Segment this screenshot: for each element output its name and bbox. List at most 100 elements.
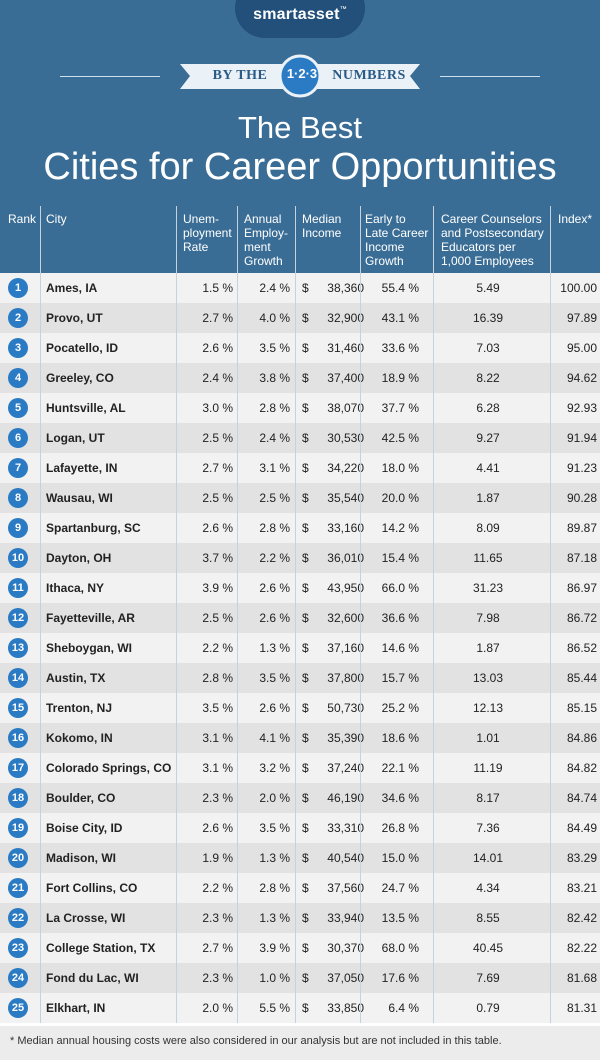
cell-income-growth: 15.0 % bbox=[381, 851, 419, 865]
cell-income-growth: 13.5 % bbox=[381, 911, 419, 925]
cell-income-growth: 66.0 % bbox=[381, 581, 419, 595]
rank-badge: 20 bbox=[8, 848, 28, 868]
cell-income-growth: 14.6 % bbox=[381, 641, 419, 655]
rank-badge: 12 bbox=[8, 608, 28, 628]
cell-index: 84.82 bbox=[566, 761, 597, 775]
rank-badge: 10 bbox=[8, 548, 28, 568]
cell-counselors: 1.01 bbox=[476, 731, 500, 745]
currency-symbol: $ bbox=[302, 641, 309, 655]
cell-income-growth: 22.1 % bbox=[381, 761, 419, 775]
cell-employment-growth: 2.6 % bbox=[259, 701, 290, 715]
col-median-income: Median Income bbox=[302, 212, 342, 240]
cell-city: Fond du Lac, WI bbox=[46, 971, 139, 985]
col-income-growth: Early to Late Career Income Growth bbox=[365, 212, 429, 268]
footnote-text: * Median annual housing costs were also … bbox=[10, 1035, 502, 1047]
cell-unemployment: 2.7 % bbox=[202, 941, 233, 955]
cell-index: 81.68 bbox=[566, 971, 597, 985]
cell-index: 82.22 bbox=[566, 941, 597, 955]
cell-median-income: 36,010 bbox=[327, 551, 364, 565]
cell-employment-growth: 3.5 % bbox=[259, 671, 290, 685]
col-rank: Rank bbox=[8, 212, 37, 226]
cell-index: 94.62 bbox=[566, 371, 597, 385]
table-row: 8 Wausau, WI 2.5 % 2.5 % $35,540 20.0 % 1.87 90… bbox=[0, 483, 600, 513]
cell-city: Fayetteville, AR bbox=[46, 611, 135, 625]
cell-city: Ithaca, NY bbox=[46, 581, 105, 595]
cell-city: Trenton, NJ bbox=[46, 701, 113, 715]
cell-unemployment: 3.0 % bbox=[202, 401, 233, 415]
cell-employment-growth: 5.5 % bbox=[259, 1001, 290, 1015]
cell-city: Dayton, OH bbox=[46, 551, 112, 565]
table-row: 13 Sheboygan, WI 2.2 % 1.3 % $37,160 14.6 % 1.… bbox=[0, 633, 600, 663]
currency-symbol: $ bbox=[302, 401, 309, 415]
table-header: Rank City Unem- ployment Rate Annual Emp… bbox=[0, 206, 600, 273]
cell-employment-growth: 1.0 % bbox=[259, 971, 290, 985]
cell-index: 86.72 bbox=[566, 611, 597, 625]
cell-employment-growth: 2.5 % bbox=[259, 491, 290, 505]
cell-counselors: 8.09 bbox=[476, 521, 500, 535]
banner-rule-right bbox=[440, 76, 540, 77]
cell-median-income: 30,530 bbox=[327, 431, 364, 445]
currency-symbol: $ bbox=[302, 371, 309, 385]
cell-index: 84.49 bbox=[566, 821, 597, 835]
currency-symbol: $ bbox=[302, 431, 309, 445]
currency-symbol: $ bbox=[302, 311, 309, 325]
col-counselors: Career Counselors and Postsecondary Educ… bbox=[441, 212, 544, 268]
cell-counselors: 7.36 bbox=[476, 821, 500, 835]
brand-logo[interactable]: smartasset™ bbox=[235, 0, 365, 38]
cell-unemployment: 2.6 % bbox=[202, 341, 233, 355]
title-line-1: The Best bbox=[237, 110, 363, 145]
cell-city: Kokomo, IN bbox=[46, 731, 113, 745]
currency-symbol: $ bbox=[302, 491, 309, 505]
rank-badge: 17 bbox=[8, 758, 28, 778]
cell-unemployment: 2.3 % bbox=[202, 911, 233, 925]
cell-income-growth: 34.6 % bbox=[381, 791, 419, 805]
cell-employment-growth: 2.0 % bbox=[259, 791, 290, 805]
cell-city: Huntsville, AL bbox=[46, 401, 126, 415]
col-unemployment: Unem- ployment Rate bbox=[183, 212, 232, 254]
table-row: 16 Kokomo, IN 3.1 % 4.1 % $35,390 18.6 % 1.01 8… bbox=[0, 723, 600, 753]
table-row: 23 College Station, TX 2.7 % 3.9 % $30,370 68… bbox=[0, 933, 600, 963]
cell-counselors: 14.01 bbox=[472, 851, 504, 865]
table-row: 22 La Crosse, WI 2.3 % 1.3 % $33,940 13.5 % 8.… bbox=[0, 903, 600, 933]
cell-unemployment: 2.6 % bbox=[202, 521, 233, 535]
cell-employment-growth: 3.5 % bbox=[259, 821, 290, 835]
cell-median-income: 35,390 bbox=[327, 731, 364, 745]
cell-median-income: 46,190 bbox=[327, 791, 364, 805]
rank-badge: 15 bbox=[8, 698, 28, 718]
cell-city: Ames, IA bbox=[46, 281, 98, 295]
banner-badge-text: 1·2·3 bbox=[286, 66, 318, 81]
currency-symbol: $ bbox=[302, 521, 309, 535]
cell-unemployment: 2.2 % bbox=[202, 881, 233, 895]
cell-unemployment: 3.5 % bbox=[202, 701, 233, 715]
cell-city: Lafayette, IN bbox=[46, 461, 118, 475]
rank-badge: 19 bbox=[8, 818, 28, 838]
cell-income-growth: 17.6 % bbox=[381, 971, 419, 985]
cell-unemployment: 1.5 % bbox=[202, 281, 233, 295]
cell-median-income: 30,370 bbox=[327, 941, 364, 955]
rank-badge: 3 bbox=[8, 338, 28, 358]
cell-income-growth: 42.5 % bbox=[381, 431, 419, 445]
rank-badge: 24 bbox=[8, 968, 28, 988]
cell-income-growth: 26.8 % bbox=[381, 821, 419, 835]
table-row: 5 Huntsville, AL 3.0 % 2.8 % $38,070 37.7 % 6.… bbox=[0, 393, 600, 423]
cell-employment-growth: 1.3 % bbox=[259, 911, 290, 925]
currency-symbol: $ bbox=[302, 671, 309, 685]
cell-city: Pocatello, ID bbox=[46, 341, 119, 355]
cell-city: Boise City, ID bbox=[46, 821, 123, 835]
cell-counselors: 8.17 bbox=[476, 791, 500, 805]
cell-unemployment: 2.5 % bbox=[202, 611, 233, 625]
banner-badge-circle bbox=[278, 54, 322, 98]
cell-city: Elkhart, IN bbox=[46, 1001, 106, 1015]
table-row: 18 Boulder, CO 2.3 % 2.0 % $46,190 34.6 % 8.17… bbox=[0, 783, 600, 813]
cell-median-income: 37,400 bbox=[327, 371, 364, 385]
cell-counselors: 4.41 bbox=[476, 461, 500, 475]
currency-symbol: $ bbox=[302, 881, 309, 895]
cell-median-income: 33,850 bbox=[327, 1001, 364, 1015]
currency-symbol: $ bbox=[302, 701, 309, 715]
cell-income-growth: 18.6 % bbox=[381, 731, 419, 745]
cell-index: 91.23 bbox=[566, 461, 597, 475]
cell-counselors: 31.23 bbox=[472, 581, 504, 595]
cell-counselors: 11.65 bbox=[473, 551, 503, 565]
currency-symbol: $ bbox=[302, 581, 309, 595]
cell-index: 92.93 bbox=[566, 401, 597, 415]
